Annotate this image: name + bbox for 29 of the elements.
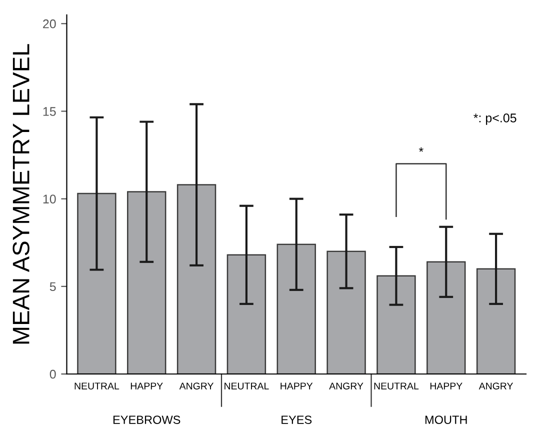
bar [226,254,266,374]
y-tick-label: 0 [50,370,56,379]
x-tick-label: ANGRY [329,382,364,390]
x-tick-label: HAPPY [130,382,163,390]
x-tick-label: NEUTRAL [74,382,120,390]
bar [326,250,366,374]
text: MOUTH [425,416,467,424]
x-tick-label: NEUTRAL [374,382,419,390]
y-tick-label: 5 [50,282,56,292]
bar [77,192,116,374]
text: EYES [282,416,312,424]
annotation: *: p<.05 [474,114,516,125]
x-tick-label: ANGRY [478,382,514,390]
bar [127,191,166,374]
x-tick-label: ANGRY [179,382,214,390]
y-axis-title: MEAN ASYMMETRY LEVEL [12,44,30,344]
y-tick-label: 10 [43,194,56,204]
bar [476,268,516,374]
text: EYEBROWS [113,416,180,424]
bar [426,261,466,374]
x-tick-label: NEUTRAL [224,382,269,390]
y-tick-label: 15 [43,107,56,116]
annotation: * [418,147,424,152]
bar [276,244,316,374]
bar [176,184,216,374]
x-tick-label: HAPPY [430,382,462,390]
y-tick-label: 20 [43,19,56,28]
x-tick-label: HAPPY [280,382,313,390]
bar [376,275,416,374]
